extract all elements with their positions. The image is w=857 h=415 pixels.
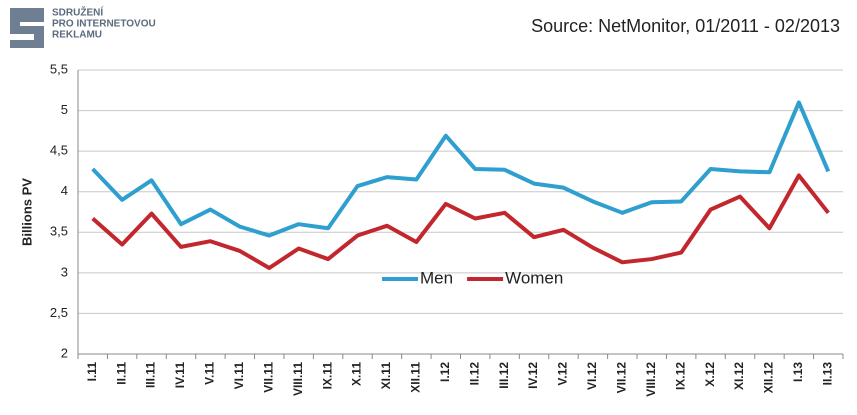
- x-tick-label: IV.11: [173, 362, 187, 389]
- logo-text: SDRUŽENÍ: [52, 6, 103, 19]
- x-tick-label: VIII.12: [644, 362, 658, 397]
- logo: SDRUŽENÍ PRO INTERNETOVOU REKLAMU: [10, 6, 156, 48]
- x-tick-label: XI.12: [732, 362, 746, 390]
- x-tick-label: VI.12: [585, 362, 599, 390]
- chart-title: Source: NetMonitor, 01/2011 - 02/2013: [531, 16, 840, 36]
- x-tick-label: X.12: [703, 362, 717, 387]
- x-tick-label: V.11: [203, 362, 217, 385]
- logo-text: PRO INTERNETOVOU: [52, 19, 156, 30]
- y-tick-label: 5: [61, 102, 68, 117]
- x-tick-label: I.13: [791, 362, 805, 382]
- x-tick-label: XII.11: [409, 362, 423, 393]
- x-tick-label: V.12: [556, 362, 570, 386]
- x-tick-label: II.11: [114, 362, 128, 385]
- x-tick-label: VIII.11: [291, 362, 305, 396]
- logo-text: REKLAMU: [52, 30, 102, 41]
- x-tick-label: VI.11: [232, 362, 246, 390]
- x-tick-label: II.12: [467, 362, 481, 386]
- legend-label: Women: [505, 268, 563, 287]
- x-tick-label: I.12: [438, 362, 452, 382]
- x-tick-label: III.12: [497, 362, 511, 389]
- y-tick-label: 3: [61, 264, 68, 279]
- y-axis-label: Billions PV: [19, 178, 34, 246]
- x-tick-label: I.11: [85, 362, 99, 382]
- logo-mark: [10, 8, 44, 48]
- x-tick-label: IV.12: [526, 362, 540, 389]
- x-tick-label: X.11: [350, 362, 364, 386]
- series-line: [91, 173, 830, 270]
- x-tick-label: IX.11: [320, 362, 334, 390]
- x-tick-label: VII.12: [614, 362, 628, 394]
- x-tick-label: III.11: [144, 362, 158, 388]
- y-tick-label: 3,5: [50, 224, 68, 239]
- y-tick-label: 5,5: [50, 61, 68, 76]
- y-tick-label: 4,5: [50, 143, 68, 158]
- y-tick-label: 2: [61, 345, 68, 360]
- x-tick-label: XI.11: [379, 362, 393, 390]
- y-tick-label: 2,5: [50, 305, 68, 320]
- y-tick-label: 4: [61, 183, 68, 198]
- x-tick-label: XII.12: [762, 362, 776, 394]
- legend-label: Men: [420, 268, 453, 287]
- series-line: [91, 100, 831, 238]
- x-tick-label: II.13: [820, 362, 834, 386]
- x-tick-label: VII.11: [261, 362, 275, 393]
- x-tick-label: IX.12: [673, 362, 687, 390]
